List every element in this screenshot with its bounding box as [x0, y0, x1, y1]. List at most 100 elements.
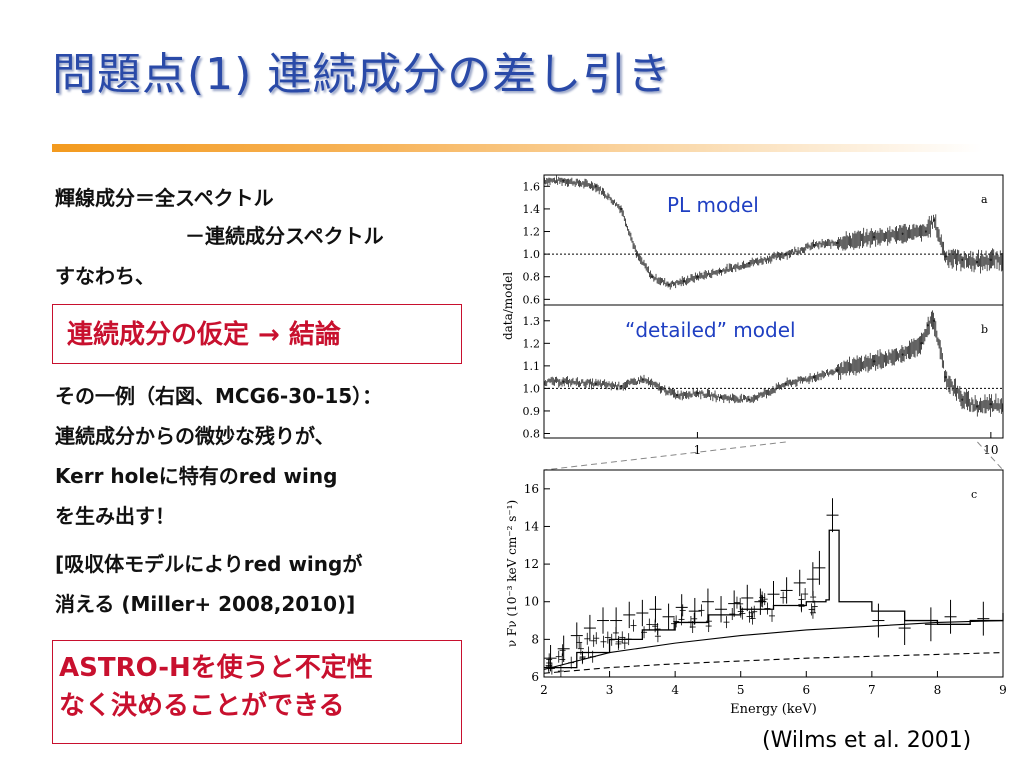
panel-a-anchor-point-15	[924, 230, 927, 233]
panel-b-anchor-point-6	[696, 391, 699, 395]
panel-c-xtick-label-5: 7	[868, 683, 876, 697]
panel-a-anchor-point-18	[961, 258, 964, 261]
panel-b-anchor-point-5	[675, 393, 678, 397]
panel-a-anchor-point-1	[594, 185, 597, 188]
text-line-3: すなわち、	[55, 264, 155, 288]
panel-a-anchor-point-9	[747, 261, 751, 265]
zoom-connector-left	[543, 441, 786, 471]
panel-a-anchor-point-3	[635, 252, 638, 256]
panel-c-xtick-label-1: 3	[606, 683, 614, 697]
zoom-connector-right	[977, 441, 1004, 471]
panel-c-xtick-label-4: 6	[802, 683, 810, 697]
panel-a-anchor-point-10	[784, 252, 787, 256]
example-line-2: 連続成分からの微妙な残りが、	[55, 424, 335, 448]
slide-title: 問題点(1) 連続成分の差し引き	[52, 49, 673, 100]
panel-b-anchor-point-13	[901, 353, 904, 356]
panel-b-ytick-label-1: 0.9	[523, 405, 541, 418]
panel-c-frame	[543, 469, 1004, 678]
panel-b-anchor-point-9	[784, 382, 787, 386]
panel-a-annotation: PL model	[667, 193, 759, 217]
panel-a-anchor-point-20	[989, 258, 993, 261]
panel-b-anchor-point-3	[641, 378, 644, 381]
panel-a-anchor-point-16	[932, 219, 936, 222]
panel-a-anchor-point-5	[667, 283, 671, 286]
panel-b-anchor-point-4	[659, 387, 662, 390]
panel-c-xtick-label-3: 5	[737, 683, 745, 697]
panel-a-label: a	[981, 193, 988, 206]
panel-a-ytick-label-1: 0.8	[523, 271, 541, 284]
panel-c-ylabel: ν Fν (10⁻³ keV cm⁻² s⁻¹)	[505, 500, 519, 647]
note-line-2: 消える (Miller+ 2008,2010)]	[55, 592, 356, 616]
panel-b-anchor-point-15	[926, 324, 930, 327]
panel-c-xtick-label-2: 4	[671, 683, 679, 697]
panel-c-label: c	[971, 488, 977, 501]
panel-a-anchor-point-11	[812, 243, 816, 247]
panel-b-anchor-point-10	[812, 375, 816, 379]
panel-b-ytick-label-2: 1.0	[523, 382, 541, 395]
panel-a-anchor-point-7	[696, 275, 699, 278]
panel-c-ytick-label-5: 16	[524, 482, 539, 496]
panel-b-anchor-point-14	[920, 342, 923, 345]
panel-c-ytick-label-4: 14	[524, 519, 540, 533]
panel-c-series-solid-model	[543, 619, 1004, 671]
conclusion-line-1: ASTRO-Hを使うと不定性	[59, 653, 373, 683]
panel-a-ytick-label-3: 1.2	[523, 226, 541, 239]
panel-b-anchor-point-11	[836, 369, 839, 372]
panel-a-anchor-point-8	[719, 269, 722, 273]
panel-a-anchor-point-14	[901, 232, 904, 235]
panel-b-anchor-point-19	[976, 405, 979, 408]
note-line-1: [吸収体モデルによりred wingが	[55, 552, 363, 576]
panel-a-ytick-label-5: 1.6	[523, 180, 541, 193]
panel-c-ytick-label-1: 8	[531, 632, 539, 646]
panel-a-anchor-point-4	[650, 275, 654, 278]
panel-c-series-dashed-model	[543, 651, 1004, 674]
panel-c-xlabel: Energy (keV)	[730, 702, 817, 717]
panel-b-anchor-point-7	[719, 396, 722, 399]
assumption-box: 連続成分の仮定 → 結論	[52, 304, 462, 364]
panel-b-anchor-point-17	[944, 375, 947, 379]
panel-b-anchor-point-8	[747, 398, 751, 401]
panel-a-ytick-label-4: 1.4	[523, 203, 541, 216]
panel-c-xtick-label-7: 9	[999, 683, 1007, 697]
panel-b-ytick-label-4: 1.2	[523, 337, 541, 350]
panel-b-xtick-label-1: 10	[983, 443, 998, 457]
panel-a-anchor-point-6	[682, 280, 686, 283]
panel-b-frame	[543, 304, 1004, 439]
panel-c-ytick-label-0: 6	[531, 670, 539, 684]
panel-b-annotation: “detailed” model	[625, 318, 796, 342]
panel-c-ytick-label-3: 12	[524, 557, 539, 571]
conclusion-box: ASTRO-Hを使うと不定性 なく決めることができる	[52, 640, 462, 744]
panel-a-ytick-label-2: 1.0	[523, 248, 541, 261]
citation: (Wilms et al. 2001)	[762, 728, 972, 753]
panel-b-ytick-label-5: 1.3	[523, 315, 541, 328]
panel-c-xtick-label-0: 2	[540, 683, 548, 697]
panel-ab-ylabel: data/model	[501, 272, 515, 340]
panel-a-frame	[543, 174, 1004, 306]
panel-b-label: b	[981, 323, 988, 336]
panel-c-series-total-model	[544, 529, 1004, 669]
panel-b-anchor-point-20	[989, 402, 993, 406]
panel-a-anchor-point-2	[620, 207, 623, 211]
panel-b-anchor-point-18	[961, 398, 964, 401]
conclusion-line-2: なく決めることができる	[59, 691, 345, 721]
panel-b-anchor-point-2	[620, 384, 623, 388]
panel-b-anchor-point-16	[932, 319, 936, 322]
text-line-2: －連続成分スペクトル	[185, 224, 384, 248]
panel-b-xtick-label-0: 1	[694, 443, 702, 457]
panel-a-ytick-label-0: 0.6	[523, 293, 541, 306]
panel-a-anchor-point-19	[976, 260, 979, 264]
panel-b-anchor-point-12	[872, 360, 876, 363]
panel-c-xtick-label-6: 8	[934, 683, 942, 697]
example-line-1: その一例（右図、MCG6-30-15）：	[55, 384, 383, 408]
text-line-1: 輝線成分＝全スペクトル	[55, 186, 274, 210]
panel-a-anchor-point-13	[872, 235, 876, 239]
panel-b-anchor-point-1	[594, 382, 597, 386]
example-line-4: を生み出す！	[55, 504, 175, 528]
panel-b-anchor-point-0	[562, 380, 565, 383]
panel-a-anchor-point-0	[562, 179, 565, 182]
title-divider	[52, 144, 982, 152]
panel-a-anchor-point-12	[836, 241, 839, 245]
panel-b-ytick-label-0: 0.8	[523, 427, 541, 440]
panel-a-anchor-point-17	[944, 255, 947, 258]
panel-c-ytick-label-2: 10	[524, 595, 539, 609]
